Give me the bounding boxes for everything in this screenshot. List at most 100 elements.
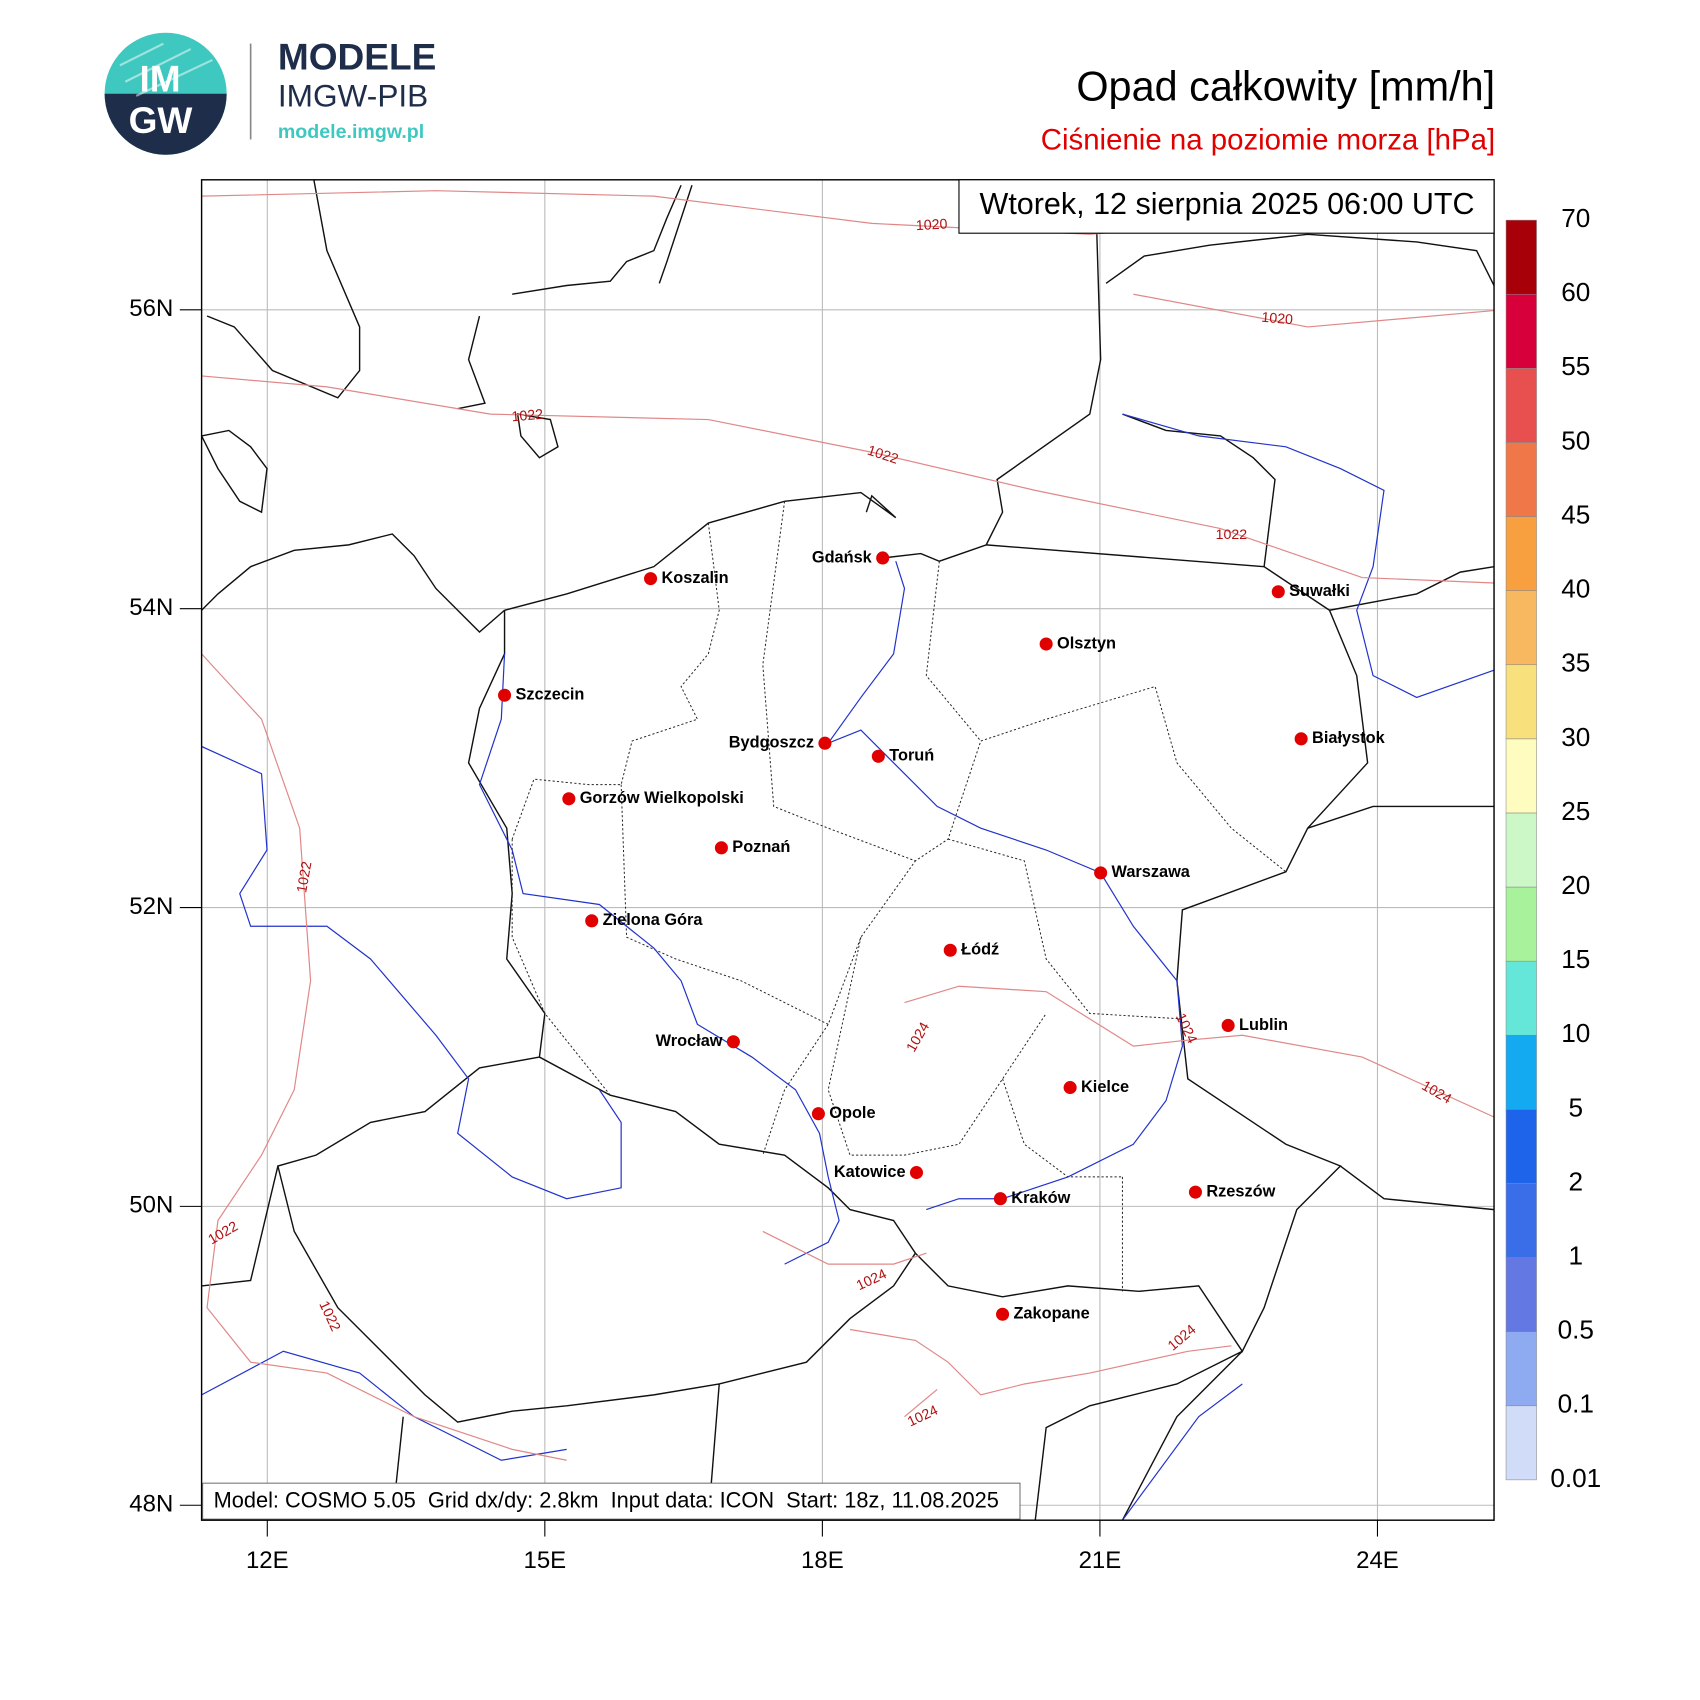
logo-text: IM	[139, 58, 180, 100]
institute: IMGW-PIB	[278, 77, 428, 113]
colorbar-label: 1	[1568, 1240, 1583, 1270]
city-label: Białystok	[1312, 729, 1386, 747]
colorbar-segment	[1505, 590, 1537, 666]
city-label: Gdańsk	[812, 548, 873, 566]
city-dot	[1294, 732, 1308, 746]
colorbar-segment	[1505, 1257, 1537, 1332]
cities: Gdańsk Koszalin Szczecin Bydgoszcz Toruń Olsz…	[498, 548, 1386, 1323]
colorbar-segment	[1505, 664, 1537, 740]
city-dot	[1188, 1185, 1202, 1199]
city-label: Zakopane	[1013, 1305, 1089, 1323]
city-label: Bydgoszcz	[729, 734, 814, 752]
colorbar-label: 10	[1561, 1018, 1590, 1048]
subtitle: Ciśnienie na poziomie morza [hPa]	[1041, 123, 1495, 156]
grid: 12E 15E 18E 21E 24E 48N 50N 52N 54N 56N	[129, 179, 1495, 1574]
x-tick-label: 18E	[801, 1547, 844, 1574]
colorbar-segment	[1505, 1109, 1537, 1184]
colorbar-segment	[1505, 516, 1537, 591]
colorbar-label: 55	[1561, 351, 1590, 381]
city-dot	[871, 749, 885, 763]
city-dot	[585, 914, 599, 928]
city-label: Toruń	[889, 747, 934, 765]
city-label: Gorzów Wielkopolski	[580, 789, 744, 807]
x-tick-label: 21E	[1079, 1547, 1122, 1574]
model-info-box	[202, 1482, 1021, 1520]
brand: MODELE	[278, 36, 436, 78]
city-label: Poznań	[732, 838, 790, 856]
colorbar-segment	[1505, 886, 1537, 962]
city-label: Olsztyn	[1057, 634, 1116, 652]
model-info: Model: COSMO 5.05 Grid dx/dy: 2.8km Inpu…	[214, 1487, 999, 1512]
city-dot	[876, 551, 890, 565]
y-tick-label: 50N	[129, 1192, 173, 1219]
isobar-label: 1022	[206, 1218, 241, 1248]
city-dot	[943, 943, 957, 957]
map-frame	[200, 179, 1495, 1521]
colorbar-segment	[1505, 442, 1537, 517]
city-dot	[644, 572, 658, 586]
isobar-label: 1022	[294, 860, 315, 894]
isobar-label: 1020	[1261, 310, 1294, 329]
city-dot	[811, 1107, 825, 1121]
isobar-label: 1024	[854, 1266, 889, 1294]
colorbar-label: 40	[1561, 574, 1590, 604]
isobar-label: 1024	[904, 1020, 934, 1055]
colorbar-label: 5	[1568, 1092, 1583, 1122]
city-dot	[909, 1166, 924, 1180]
city-label: Kielce	[1081, 1078, 1129, 1096]
timestamp-box	[958, 179, 1495, 234]
timestamp: Wtorek, 12 sierpnia 2025 06:00 UTC	[980, 187, 1475, 221]
isobar-label: 1024	[1419, 1078, 1454, 1108]
colorbar-label: 0.1	[1558, 1389, 1594, 1419]
colorbar-label: 70	[1561, 203, 1590, 233]
isobar-label: 1020	[916, 216, 948, 234]
isobar-label: 1022	[315, 1299, 343, 1334]
city-dot	[498, 688, 512, 702]
colorbar-segment	[1505, 368, 1537, 443]
city-label: Wrocław	[656, 1032, 723, 1050]
city-label: Warszawa	[1112, 863, 1191, 881]
colorbar-segment	[1505, 1183, 1537, 1258]
colorbar-label: 0.5	[1558, 1315, 1594, 1345]
colorbar-label: 20	[1561, 870, 1590, 900]
colorbar-label: 0.01	[1550, 1463, 1601, 1493]
colorbar-label: 60	[1561, 277, 1590, 307]
city-label: Lublin	[1239, 1016, 1288, 1034]
colorbar-segment	[1505, 1405, 1537, 1481]
isobar-label: 1024	[905, 1402, 940, 1430]
colorbar-label: 25	[1561, 796, 1590, 826]
colorbar-segment	[1505, 812, 1537, 888]
city-dot	[1221, 1018, 1235, 1032]
city-label: Zielona Góra	[603, 911, 704, 929]
city-dot	[818, 736, 832, 750]
colorbar-label: 50	[1561, 425, 1590, 455]
city-dot	[562, 792, 576, 806]
y-tick-label: 56N	[129, 295, 173, 322]
logo: IM GW MODELE IMGW-PIB modele.imgw.pl	[104, 32, 436, 155]
city-dot	[996, 1307, 1010, 1321]
city-dot	[1063, 1081, 1077, 1095]
isobar-labels: 1020 1020 1022 1022 1022 1022 1022 1022 1024 1024…	[206, 216, 1455, 1430]
city-label: Kraków	[1011, 1189, 1070, 1207]
city-label: Koszalin	[661, 569, 728, 587]
colorbar-label: 15	[1561, 944, 1590, 974]
city-label: Łódź	[961, 941, 999, 959]
colorbar-label: 35	[1561, 648, 1590, 678]
city-label: Katowice	[834, 1163, 906, 1181]
city-label: Suwałki	[1289, 582, 1350, 600]
city-dot	[714, 841, 728, 855]
x-tick-label: 12E	[246, 1547, 289, 1574]
isobar-label: 1022	[511, 407, 544, 426]
isobar-label: 1024	[1165, 1322, 1200, 1355]
x-tick-label: 24E	[1356, 1547, 1399, 1574]
url: modele.imgw.pl	[278, 121, 424, 143]
colorbar-segment	[1505, 293, 1537, 369]
city-label: Szczecin	[515, 686, 584, 704]
colorbar-label: 30	[1561, 722, 1590, 752]
city-dot	[1039, 637, 1053, 651]
city-dot	[993, 1192, 1007, 1206]
isobar-label: 1022	[865, 443, 900, 468]
colorbar-segment	[1505, 219, 1537, 295]
map	[201, 179, 1495, 1521]
